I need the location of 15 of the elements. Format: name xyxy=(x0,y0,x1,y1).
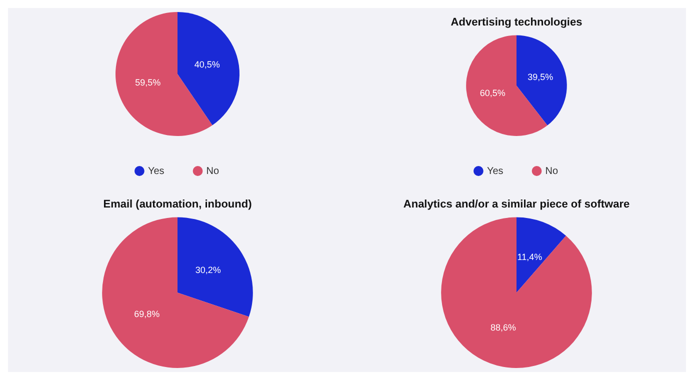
chart-title: Advertising technologies xyxy=(450,16,582,29)
data-label: 69,8% xyxy=(134,309,160,320)
data-label: 88,6% xyxy=(490,322,516,332)
chart-title: Email (automation, inbound) xyxy=(103,198,252,211)
data-label: 59,5% xyxy=(135,78,161,88)
legend-label: No xyxy=(545,166,558,177)
data-label: 39,5% xyxy=(528,72,554,82)
data-label: 30,2% xyxy=(195,265,221,276)
legend-label: Yes xyxy=(486,166,504,177)
data-label: 11,4% xyxy=(517,252,542,262)
legend-label: No xyxy=(206,166,220,177)
chart-title: Analytics and/or a similar piece of software xyxy=(403,198,630,211)
data-label: 60,5% xyxy=(480,88,506,98)
legend-label: Yes xyxy=(148,166,164,177)
data-label: 40,5% xyxy=(194,59,220,70)
